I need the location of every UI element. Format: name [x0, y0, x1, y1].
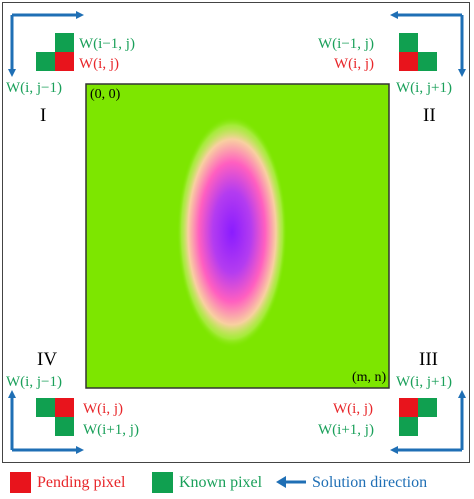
- end-label: (m, n): [352, 370, 387, 385]
- label-I-top: W(i−1, j): [79, 36, 135, 52]
- pending-pixel-II: [399, 52, 418, 71]
- known-pixel-IV-bottom: [55, 417, 74, 436]
- legend-known-label: Known pixel: [179, 474, 263, 491]
- legend-pending-swatch: [10, 472, 31, 493]
- legend-known-swatch: [152, 472, 173, 493]
- label-III-bottom: W(i+1, j): [318, 422, 374, 438]
- numeral-II: II: [423, 105, 436, 126]
- known-pixel-II-top: [399, 33, 418, 52]
- known-pixel-II-right: [418, 52, 437, 71]
- label-II-top: W(i−1, j): [318, 36, 374, 52]
- pending-pixel-III: [399, 398, 418, 417]
- pending-pixel-IV: [55, 398, 74, 417]
- label-IV-current: W(i, j): [83, 401, 123, 417]
- known-pixel-I-left: [36, 52, 55, 71]
- label-II-side: W(i, j+1): [396, 80, 452, 96]
- numeral-I: I: [40, 105, 47, 126]
- numeral-III: III: [419, 349, 438, 370]
- label-IV-side: W(i, j−1): [6, 374, 62, 390]
- label-II-current: W(i, j): [334, 56, 374, 72]
- diagram-frame: [2, 2, 470, 463]
- label-I-current: W(i, j): [79, 56, 119, 72]
- label-III-side: W(i, j+1): [396, 374, 452, 390]
- label-IV-bottom: W(i+1, j): [83, 422, 139, 438]
- numeral-IV: IV: [37, 349, 58, 370]
- field-blob: [177, 116, 287, 348]
- known-pixel-I-top: [55, 33, 74, 52]
- known-pixel-IV-left: [36, 398, 55, 417]
- origin-label: (0, 0): [90, 87, 121, 102]
- legend-pending-label: Pending pixel: [37, 474, 126, 491]
- known-pixel-III-right: [418, 398, 437, 417]
- legend-direction-label: Solution direction: [312, 474, 428, 491]
- label-I-side: W(i, j−1): [6, 80, 62, 96]
- pending-pixel-I: [55, 52, 74, 71]
- known-pixel-III-bottom: [399, 417, 418, 436]
- label-III-current: W(i, j): [333, 401, 373, 417]
